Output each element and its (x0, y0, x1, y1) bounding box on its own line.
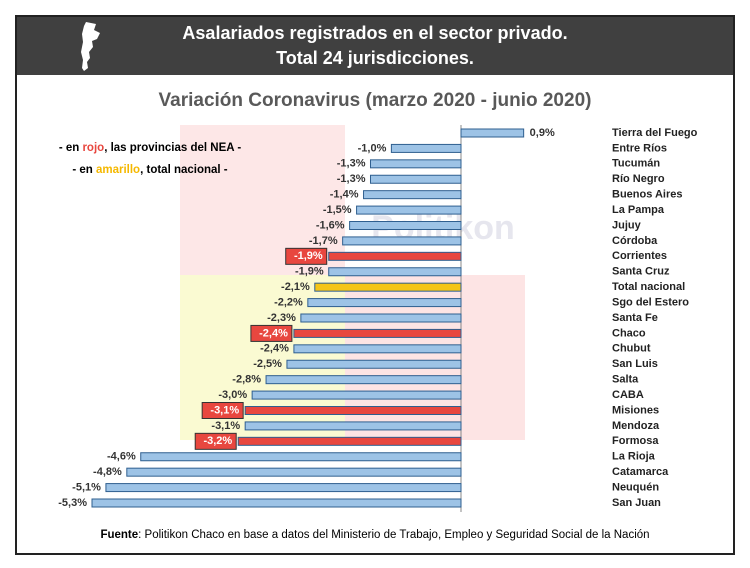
bar (105, 483, 462, 493)
value-label: -4,8% (93, 466, 122, 478)
bar (307, 298, 462, 308)
y-tick-label: Jujuy (612, 219, 642, 231)
y-tick-label: Catamarca (612, 466, 669, 478)
y-tick-label: Mendoza (612, 420, 660, 432)
y-tick-label: Buenos Aires (612, 189, 683, 201)
y-tick-label: Chaco (612, 327, 646, 339)
bar (237, 436, 462, 446)
legend-note-part: rojo (82, 142, 104, 154)
value-label: -1,5% (323, 204, 352, 216)
y-tick-label: Misiones (612, 404, 659, 416)
value-label: -2,2% (274, 296, 303, 308)
value-label-box (201, 402, 244, 419)
value-label: -5,3% (58, 497, 87, 509)
value-label-box (250, 324, 293, 342)
value-label: -3,1% (210, 404, 239, 416)
bar (286, 359, 462, 369)
value-label: -4,6% (107, 451, 136, 463)
bar (314, 282, 462, 292)
bar (363, 190, 462, 200)
y-tick-label: La Rioja (612, 451, 656, 463)
legend-note: - en amarillo, total nacional - (72, 164, 227, 176)
bar (91, 498, 462, 508)
y-tick-label: Córdoba (612, 235, 658, 247)
y-tick-label: San Luis (612, 358, 658, 370)
value-label-box (194, 432, 237, 450)
bar (328, 251, 462, 261)
source: Fuente: Politikon Chaco en base a datos … (100, 529, 649, 541)
legend-note-part: - en (72, 164, 96, 176)
value-label: -1,3% (337, 158, 366, 170)
bar (140, 452, 462, 462)
y-tick-label: La Pampa (612, 204, 665, 216)
y-tick-label: Sgo del Estero (612, 296, 689, 308)
bar (349, 221, 462, 230)
value-label: -1,0% (358, 142, 387, 154)
y-tick-label: Salta (612, 374, 639, 386)
chart-title: Total 24 jurisdicciones. (276, 48, 474, 68)
bar (244, 406, 462, 415)
bar (126, 467, 462, 477)
value-label: -3,1% (211, 420, 240, 432)
y-tick-label: Chubut (612, 343, 651, 355)
value-label: -3,0% (218, 389, 247, 401)
y-tick-label: San Juan (612, 497, 661, 509)
value-label: 0,9% (530, 127, 555, 139)
bar (328, 267, 462, 277)
y-tick-label: Tucumán (612, 158, 660, 170)
value-label: -2,4% (259, 327, 288, 339)
legend-note: - en rojo, las provincias del NEA - (59, 142, 242, 154)
value-label: -2,3% (267, 312, 296, 324)
legend-note-part: , total nacional - (140, 164, 228, 176)
legend-note-part: , las provincias del NEA - (104, 142, 241, 154)
bar (293, 328, 462, 338)
bar (293, 344, 462, 354)
y-tick-label: Santa Cruz (612, 266, 670, 278)
value-label: -1,9% (295, 266, 324, 278)
value-label: -5,1% (72, 481, 101, 493)
y-tick-label: Neuquén (612, 481, 659, 493)
y-tick-label: Río Negro (612, 173, 665, 185)
legend-note-part: amarillo (96, 164, 140, 176)
source-label: Fuente (100, 529, 138, 541)
value-label: -2,1% (281, 281, 310, 293)
y-tick-label: Tierra del Fuego (612, 127, 698, 139)
value-label: -3,2% (203, 435, 232, 447)
legend-note-part: - en (59, 142, 83, 154)
value-label: -1,3% (337, 173, 366, 185)
header-band (17, 17, 733, 75)
value-label: -1,9% (294, 250, 323, 262)
y-tick-label: Total nacional (612, 281, 685, 293)
source-text: : Politikon Chaco en base a datos del Mi… (138, 529, 649, 541)
bar (356, 205, 462, 215)
y-tick-label: Entre Ríos (612, 142, 667, 154)
chart-title: Asalariados registrados en el sector pri… (182, 23, 567, 43)
value-label: -1,7% (309, 235, 338, 247)
map-icon (81, 22, 100, 71)
bar (460, 128, 525, 138)
value-label: -2,5% (253, 358, 282, 370)
bar (244, 421, 462, 431)
bar (342, 236, 462, 246)
bar (369, 159, 462, 169)
value-label-box (285, 247, 328, 265)
bar (390, 143, 462, 153)
value-label: -1,4% (330, 189, 359, 201)
value-label: -2,4% (260, 343, 289, 355)
subtitle: Variación Coronavirus (marzo 2020 - juni… (159, 90, 592, 111)
bar (369, 174, 462, 184)
y-tick-label: Formosa (612, 435, 659, 447)
y-tick-label: Corrientes (612, 250, 667, 262)
value-label: -2,8% (232, 374, 261, 386)
y-tick-label: Santa Fe (612, 312, 658, 324)
value-label: -1,6% (316, 219, 345, 231)
bar (265, 375, 462, 385)
y-tick-label: CABA (612, 389, 644, 401)
bar (300, 313, 462, 323)
bar (251, 390, 462, 400)
